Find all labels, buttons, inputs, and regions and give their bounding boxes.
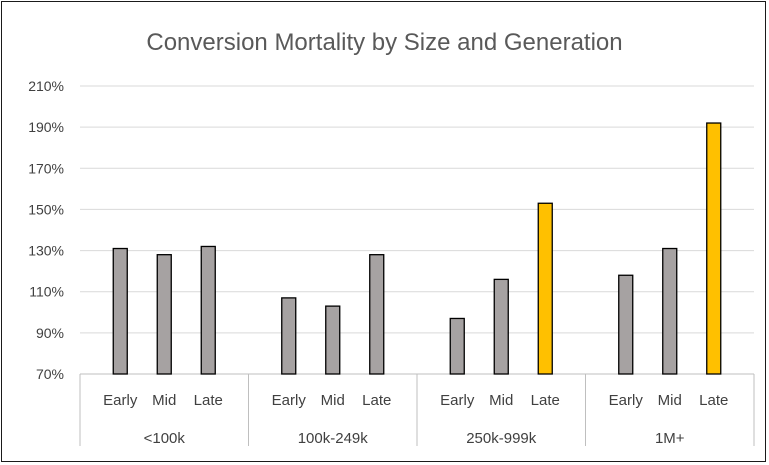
x-sub-label: Early [272,392,307,409]
x-sub-label: Mid [489,392,513,409]
y-tick-label: 130% [28,243,64,259]
y-tick-label: 110% [29,284,64,300]
x-sub-label: Early [440,392,475,409]
chart-title: Conversion Mortality by Size and Generat… [146,29,623,56]
x-group-label: <100k [144,430,186,447]
bar-1m-mid [662,247,678,375]
bar-100k249k-late [369,254,385,375]
y-tick-label: 210% [28,78,64,94]
bar-100k249k-early [281,297,297,375]
x-group-label: 100k-249k [298,430,369,447]
bar-100k249k-mid [325,305,341,375]
x-sub-label: Late [699,392,728,409]
bar-250k999k-late [537,202,553,375]
y-tick-label: 190% [28,119,64,135]
x-sub-label: Mid [321,392,345,409]
y-tick-label: 150% [28,201,64,217]
x-sub-label: Late [362,392,391,409]
bar-250k999k-mid [493,278,509,375]
y-tick-label: 90% [36,325,64,341]
x-group-label: 1M+ [655,430,685,447]
x-sub-label: Early [609,392,644,409]
bar-250k999k-early [449,317,465,375]
bar-1m-late [706,122,722,375]
bar-100k-early [112,247,128,375]
x-sub-label: Late [194,392,223,409]
bar-100k-mid [156,254,172,375]
x-sub-label: Mid [658,392,682,409]
x-group-label: 250k-999k [466,430,537,447]
x-sub-label: Mid [152,392,176,409]
y-tick-label: 170% [28,160,64,176]
bar-100k-late [200,245,216,375]
x-sub-label: Late [531,392,560,409]
bar-1m-early [618,274,634,375]
x-sub-label: Early [103,392,138,409]
y-tick-label: 70% [36,366,64,382]
